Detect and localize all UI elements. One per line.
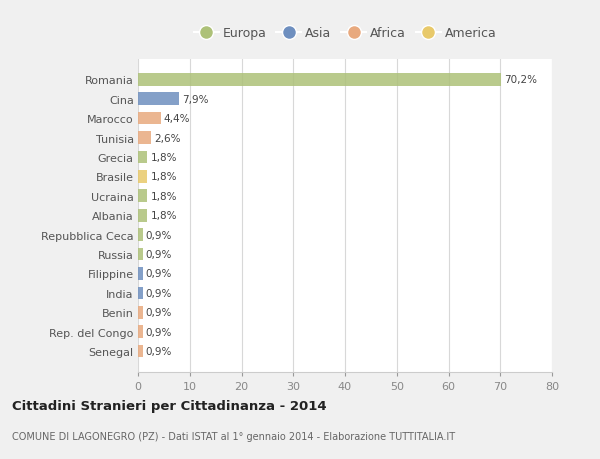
Text: 0,9%: 0,9% (146, 288, 172, 298)
Text: 4,4%: 4,4% (164, 114, 190, 124)
Bar (138, 209, 148, 222)
Bar (138, 287, 143, 300)
Legend: Europa, Asia, Africa, America: Europa, Asia, Africa, America (188, 22, 502, 45)
Text: Cittadini Stranieri per Cittadinanza - 2014: Cittadini Stranieri per Cittadinanza - 2… (12, 399, 326, 412)
Bar (138, 248, 143, 261)
Text: 7,9%: 7,9% (182, 95, 208, 105)
Bar (138, 190, 148, 203)
Bar (138, 268, 143, 280)
Text: COMUNE DI LAGONEGRO (PZ) - Dati ISTAT al 1° gennaio 2014 - Elaborazione TUTTITAL: COMUNE DI LAGONEGRO (PZ) - Dati ISTAT al… (12, 431, 455, 442)
Bar (138, 325, 143, 338)
Text: 1,8%: 1,8% (151, 191, 177, 202)
Text: 1,8%: 1,8% (151, 153, 177, 162)
Bar (138, 132, 151, 145)
Bar (138, 306, 143, 319)
Bar (138, 112, 161, 125)
Text: 70,2%: 70,2% (505, 75, 538, 85)
Text: 1,8%: 1,8% (151, 211, 177, 221)
Text: 0,9%: 0,9% (146, 327, 172, 337)
Text: 0,9%: 0,9% (146, 230, 172, 240)
Bar (138, 345, 143, 358)
Bar (138, 93, 179, 106)
Text: 0,9%: 0,9% (146, 250, 172, 259)
Text: 1,8%: 1,8% (151, 172, 177, 182)
Text: 0,9%: 0,9% (146, 347, 172, 356)
Bar (138, 74, 501, 86)
Text: 0,9%: 0,9% (146, 308, 172, 318)
Bar (138, 151, 148, 164)
Text: 0,9%: 0,9% (146, 269, 172, 279)
Bar (138, 171, 148, 183)
Bar (138, 229, 143, 241)
Text: 2,6%: 2,6% (155, 133, 181, 143)
